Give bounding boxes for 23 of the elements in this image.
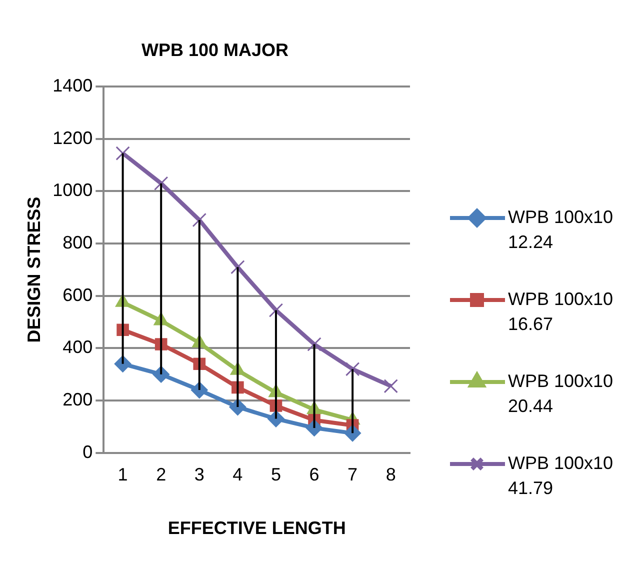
x-tick-label: 4 — [232, 464, 243, 485]
y-tick-label: 800 — [62, 232, 93, 253]
legend-label: WPB 100x10 41.79 — [508, 452, 614, 498]
y-tick-label: 200 — [62, 389, 93, 410]
legend-label: WPB 100x10 12.24 — [508, 206, 614, 252]
x-axis-title: EFFECTIVE LENGTH — [168, 518, 346, 538]
y-axis-title: DESIGN STRESS — [24, 196, 44, 343]
y-tick-label: 1200 — [52, 128, 93, 148]
x-tick-label: 2 — [156, 464, 166, 485]
x-tick-label: 6 — [309, 464, 320, 485]
y-tick-label: 1400 — [52, 76, 93, 96]
x-tick-label: 3 — [194, 464, 204, 485]
y-tick-label: 0 — [82, 442, 93, 462]
y-tick-label: 600 — [62, 284, 93, 305]
x-tick-label: 5 — [270, 464, 281, 485]
y-tick-label: 400 — [62, 337, 93, 358]
legend-label: WPB 100x10 20.44 — [508, 370, 614, 416]
x-tick-label: 1 — [118, 464, 128, 485]
legend-label: WPB 100x10 16.67 — [508, 288, 614, 334]
chart-title: WPB 100 MAJOR — [141, 40, 289, 60]
x-tick-label: 7 — [348, 464, 358, 485]
y-tick-label: 1000 — [52, 180, 93, 200]
x-tick-label: 8 — [386, 464, 396, 485]
